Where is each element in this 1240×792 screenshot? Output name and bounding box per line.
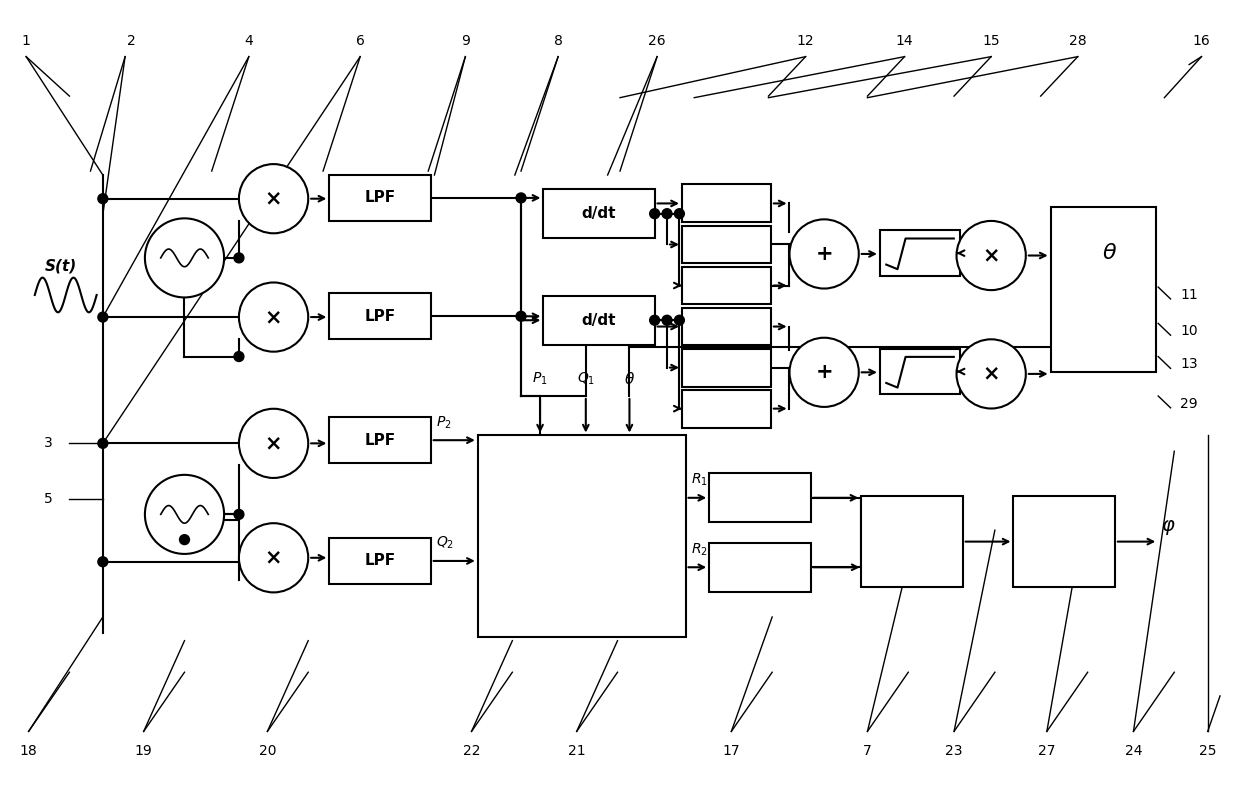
Circle shape [516,311,526,322]
Text: 20: 20 [259,744,277,758]
Text: 28: 28 [1069,34,1086,48]
Text: 26: 26 [649,34,666,48]
Circle shape [234,253,244,263]
Text: 3: 3 [45,436,53,451]
Text: 4: 4 [244,34,253,48]
Text: 22: 22 [463,744,480,758]
Bar [330,417,430,463]
Text: LPF: LPF [365,432,396,447]
Bar [477,436,686,637]
Circle shape [98,557,108,567]
Circle shape [234,509,244,520]
Circle shape [145,219,224,298]
Text: 13: 13 [1180,357,1198,371]
Text: 5: 5 [45,492,53,505]
Text: $P_2$: $P_2$ [435,414,451,431]
Circle shape [675,209,684,219]
Bar [682,267,771,304]
Bar [543,295,655,345]
Text: 21: 21 [568,744,585,758]
Bar [330,293,430,339]
Text: ×: × [265,548,283,568]
Text: $R_1$: $R_1$ [691,472,707,489]
Circle shape [234,352,244,361]
Circle shape [239,283,309,352]
Text: 12: 12 [797,34,815,48]
Text: 8: 8 [554,34,563,48]
Text: ×: × [982,364,999,384]
Circle shape [662,315,672,326]
Circle shape [790,337,859,407]
Text: 25: 25 [1199,744,1216,758]
Text: 9: 9 [461,34,470,48]
Text: +: + [816,362,833,383]
Circle shape [650,315,660,326]
Text: 7: 7 [863,744,872,758]
Text: 16: 16 [1193,34,1210,48]
Circle shape [145,475,224,554]
Circle shape [98,439,108,448]
Circle shape [662,209,672,219]
Text: 2: 2 [126,34,135,48]
Text: $P_1$: $P_1$ [532,370,548,386]
Bar [330,175,430,221]
Bar [1013,497,1115,587]
Bar [682,307,771,345]
Text: 24: 24 [1125,744,1142,758]
Text: ×: × [265,433,283,453]
Text: LPF: LPF [365,554,396,569]
Circle shape [790,219,859,288]
Text: 6: 6 [356,34,365,48]
Text: ×: × [982,246,999,265]
Text: LPF: LPF [365,190,396,205]
Text: 10: 10 [1180,324,1198,338]
Bar [1050,207,1156,372]
Text: S(t): S(t) [45,258,77,273]
Circle shape [516,193,526,203]
Circle shape [239,409,309,478]
Text: 27: 27 [1038,744,1055,758]
Text: φ: φ [1161,516,1173,535]
Bar [709,543,811,592]
Bar [682,390,771,428]
Text: 11: 11 [1180,288,1198,302]
Circle shape [650,209,660,219]
Circle shape [98,194,108,204]
Circle shape [956,339,1025,409]
Circle shape [180,535,190,545]
Text: d/dt: d/dt [582,313,616,328]
Bar [862,497,962,587]
Text: 18: 18 [20,744,37,758]
Bar [880,348,960,394]
Bar [682,226,771,264]
Text: θ: θ [625,371,634,386]
Bar [543,189,655,238]
Text: d/dt: d/dt [582,206,616,221]
Text: 1: 1 [21,34,31,48]
Bar [330,538,430,584]
Text: $R_2$: $R_2$ [691,542,707,558]
Text: ×: × [265,307,283,327]
Text: +: + [816,244,833,264]
Text: 23: 23 [945,744,962,758]
Circle shape [98,312,108,322]
Text: $Q_1$: $Q_1$ [577,370,595,386]
Text: $Q_2$: $Q_2$ [435,535,454,551]
Bar [880,230,960,276]
Text: θ: θ [1102,243,1116,263]
Bar [682,185,771,223]
Bar [709,474,811,522]
Text: 19: 19 [135,744,153,758]
Bar [682,348,771,386]
Text: ×: × [265,188,283,209]
Circle shape [675,315,684,326]
Text: 15: 15 [982,34,999,48]
Circle shape [239,164,309,234]
Circle shape [239,524,309,592]
Text: 14: 14 [895,34,914,48]
Text: LPF: LPF [365,309,396,324]
Circle shape [956,221,1025,290]
Text: 29: 29 [1180,397,1198,411]
Text: 17: 17 [723,744,740,758]
